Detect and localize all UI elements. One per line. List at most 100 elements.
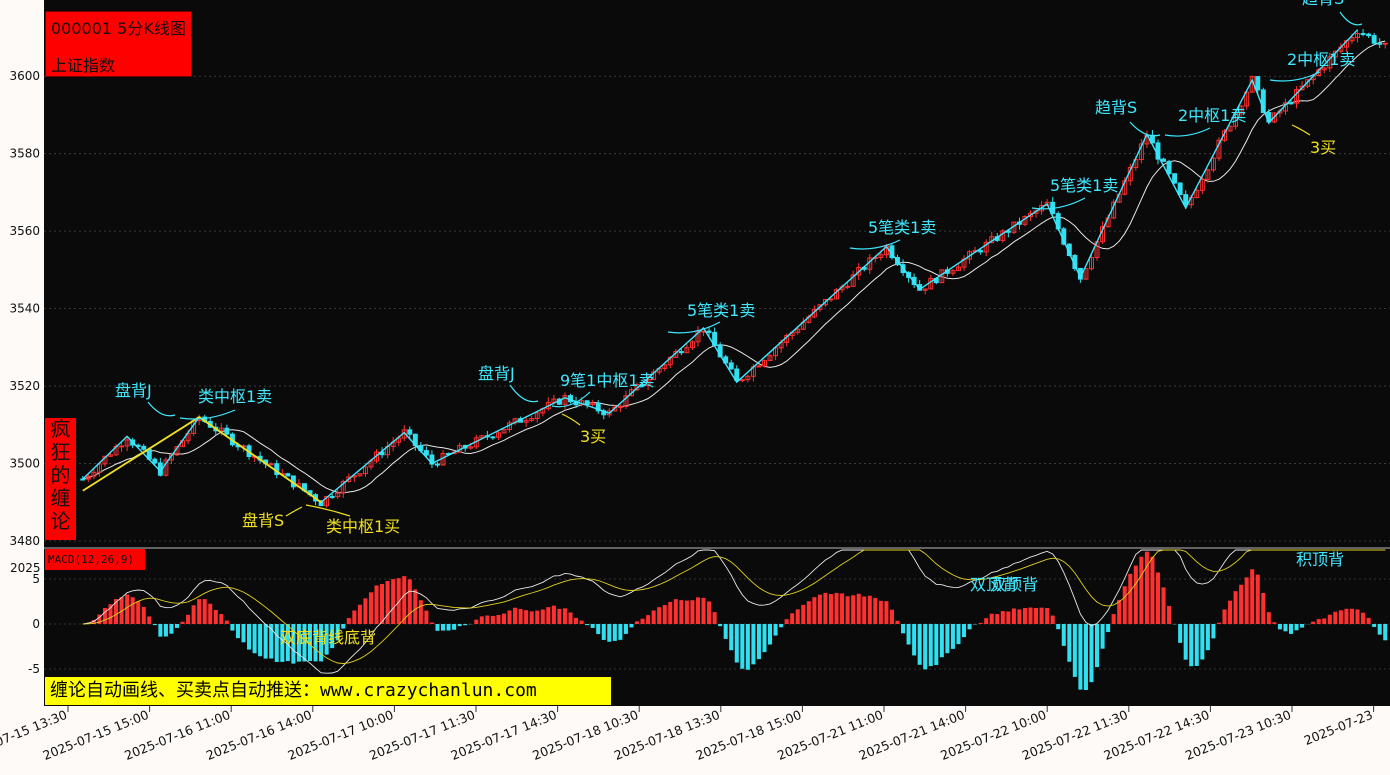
candle-up bbox=[468, 446, 474, 449]
price-tick-label: 3480 bbox=[9, 534, 40, 548]
annotation-arrow bbox=[561, 413, 581, 426]
candle-down bbox=[152, 458, 158, 464]
macd-histogram bbox=[86, 551, 1388, 690]
annotation-arrow bbox=[285, 506, 303, 517]
candle-up bbox=[91, 471, 97, 477]
candle-up bbox=[1238, 105, 1244, 114]
macd-lines bbox=[82, 549, 1386, 674]
candle-down bbox=[706, 330, 712, 333]
annotation-label: 5笔类1卖 bbox=[868, 218, 936, 237]
candle-up bbox=[955, 266, 961, 272]
candle-down bbox=[1260, 89, 1266, 114]
macd-annotation-label: 双顶背 bbox=[990, 575, 1038, 594]
candle-down bbox=[285, 473, 291, 477]
candle-up bbox=[108, 454, 113, 457]
candle-up bbox=[1299, 85, 1305, 91]
candle-down bbox=[1360, 32, 1366, 35]
stroke-path-yellow bbox=[82, 416, 322, 504]
annotation-label: 类中枢1卖 bbox=[198, 387, 272, 406]
macd-corner-value: 2025 bbox=[10, 561, 41, 575]
main-panel-background bbox=[44, 0, 1390, 548]
candle-up bbox=[950, 270, 956, 274]
candle-up bbox=[767, 355, 773, 361]
candle-up bbox=[124, 439, 130, 447]
annotation-arrow bbox=[305, 504, 351, 517]
candle-up bbox=[662, 364, 668, 369]
candle-up bbox=[856, 266, 862, 276]
candle-up bbox=[1355, 32, 1360, 39]
promo-banner[interactable]: 缠论自动画线、买卖点自动推送：www.crazychanlun.com bbox=[45, 677, 611, 705]
price-tick-label: 3540 bbox=[9, 302, 40, 316]
candle-up bbox=[551, 398, 557, 403]
annotation-label: 2中枢1卖 bbox=[1178, 106, 1246, 125]
chart-title-box: 000001 5分K线图 上证指数 bbox=[45, 11, 192, 77]
price-tick-label: 3500 bbox=[9, 457, 40, 471]
annotation-label: 2中枢1卖 bbox=[1287, 50, 1355, 69]
candle-up bbox=[1028, 212, 1033, 217]
candle-down bbox=[435, 463, 440, 466]
y-axis-labels: 3480 3500 3520 3540 3560 3580 3600 -5 0 5 bbox=[9, 69, 40, 676]
candle-down bbox=[584, 400, 590, 406]
annotation-arrow bbox=[1291, 124, 1311, 136]
candle-down bbox=[407, 429, 413, 435]
candle-up bbox=[878, 254, 884, 258]
side-label-char: 论 bbox=[50, 509, 71, 533]
candle-down bbox=[1177, 182, 1183, 196]
candle-up bbox=[1349, 37, 1355, 42]
candle-up bbox=[340, 480, 346, 494]
candle-up bbox=[1332, 50, 1338, 58]
candle-up bbox=[501, 428, 507, 434]
candle-down bbox=[911, 276, 917, 286]
annotation-arrow bbox=[1339, 11, 1363, 26]
annotation-arrow bbox=[179, 409, 236, 420]
candle-down bbox=[1183, 194, 1189, 206]
candle-up bbox=[529, 418, 535, 421]
macd-tick-label: -5 bbox=[28, 662, 40, 676]
annotation-label: 3买 bbox=[1310, 138, 1336, 157]
annotation-label: 3买 bbox=[580, 427, 606, 446]
candle-up bbox=[817, 304, 823, 310]
candle-up bbox=[1205, 169, 1211, 180]
candle-up bbox=[850, 274, 856, 287]
candle-up bbox=[845, 285, 851, 288]
candle-up bbox=[623, 395, 629, 407]
annotation-arrow bbox=[1031, 197, 1086, 210]
annotation-label: 盘背S bbox=[242, 511, 284, 530]
candle-up bbox=[689, 341, 695, 349]
annotation-label: 盘背J bbox=[478, 364, 515, 383]
candle-down bbox=[318, 500, 324, 507]
candle-down bbox=[490, 436, 496, 439]
candle-up bbox=[1321, 67, 1327, 71]
candle-down bbox=[80, 478, 86, 481]
chart-code-title: 000001 5分K线图 bbox=[51, 19, 186, 38]
annotation-label: 类中枢1买 bbox=[326, 517, 400, 536]
price-tick-label: 3600 bbox=[9, 69, 40, 83]
candle-up bbox=[1083, 268, 1089, 280]
candle-up bbox=[745, 375, 751, 381]
macd-annotation-label: 双底背线底背 bbox=[280, 628, 376, 647]
candle-down bbox=[734, 368, 740, 382]
annotation-arrow bbox=[1269, 71, 1321, 82]
candle-up bbox=[1305, 79, 1311, 87]
candle-up bbox=[628, 389, 634, 397]
candle-down bbox=[141, 445, 147, 450]
candle-up bbox=[590, 402, 596, 406]
candle-up bbox=[795, 328, 801, 333]
candle-up bbox=[1089, 257, 1094, 270]
candle-down bbox=[728, 362, 734, 370]
candle-up bbox=[1271, 112, 1277, 123]
candle-down bbox=[1366, 33, 1372, 37]
candle-up bbox=[268, 463, 274, 466]
macd-annotation-label: 积顶背 bbox=[1296, 550, 1344, 569]
candle-up bbox=[756, 365, 762, 368]
side-label-char: 疯 bbox=[50, 417, 71, 441]
candle-up bbox=[1382, 42, 1388, 45]
candle-up bbox=[495, 432, 501, 438]
side-label-char: 狂 bbox=[50, 440, 71, 464]
side-label-char: 的 bbox=[50, 463, 71, 487]
candle-up bbox=[983, 241, 989, 253]
candle-up bbox=[562, 395, 568, 405]
candle-up bbox=[1327, 56, 1333, 69]
